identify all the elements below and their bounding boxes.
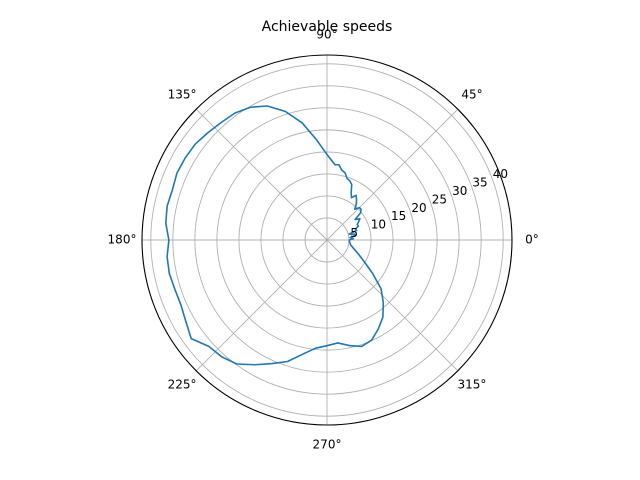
theta-gridline-315 [326, 239, 459, 372]
theta-tick-label-45: 45° [461, 88, 482, 102]
theta-tick-label-90: 90° [316, 28, 337, 42]
r-tick-label-35: 35 [472, 176, 487, 190]
series-line-0 [164, 105, 385, 366]
chart-title: Achievable speeds [262, 19, 393, 35]
r-tick-label-10: 10 [371, 218, 386, 232]
theta-tick-label-135: 135° [168, 88, 197, 102]
theta-gridline-45 [326, 108, 459, 241]
r-tick-label-20: 20 [411, 201, 426, 215]
theta-tick-label-270: 270° [313, 438, 342, 452]
r-tick-label-30: 30 [452, 184, 467, 198]
theta-gridline-135 [195, 108, 328, 241]
theta-gridline-225 [195, 239, 328, 372]
tick-labels: 0° 45° 90° 135° 180° 225° 270° 315° 5 10 15 20 25 30 3… [108, 28, 539, 452]
theta-tick-label-0: 0° [525, 233, 539, 247]
theta-tick-label-315: 315° [458, 377, 487, 391]
polar-frame [141, 54, 513, 426]
theta-tick-label-225: 225° [168, 377, 197, 391]
r-tick-label-5: 5 [350, 226, 358, 240]
r-tick-label-15: 15 [391, 209, 406, 223]
series-layer [164, 105, 385, 366]
r-tick-label-25: 25 [432, 192, 447, 206]
r-tick-label-40: 40 [493, 167, 508, 181]
polar-grid [142, 55, 512, 425]
theta-tick-label-180: 180° [108, 233, 137, 247]
